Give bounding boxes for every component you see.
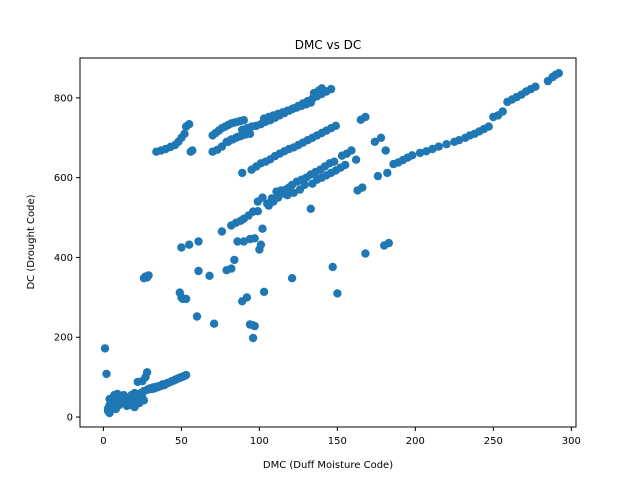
data-point	[287, 274, 297, 283]
data-point	[358, 183, 367, 192]
data-point	[384, 238, 393, 248]
data-point	[554, 69, 563, 78]
data-point	[361, 112, 370, 122]
data-point	[317, 84, 326, 93]
x-tick-label: 250	[484, 436, 503, 447]
data-point	[289, 188, 298, 197]
x-tick-label: 300	[562, 436, 581, 447]
data-point	[102, 369, 111, 379]
x-tick-label: 150	[328, 436, 347, 447]
data-point	[181, 370, 191, 380]
data-point	[341, 160, 350, 170]
data-point	[326, 84, 336, 94]
x-axis-ticks: 0 50 100 150 200 250 300	[100, 427, 581, 447]
x-tick-label: 200	[406, 436, 425, 447]
x-axis-label: DMC (Duff Moisture Code)	[263, 460, 393, 471]
x-tick-label: 0	[100, 436, 106, 447]
data-point	[531, 82, 540, 91]
data-points	[100, 69, 563, 418]
data-point	[376, 133, 386, 142]
data-point	[194, 237, 203, 246]
data-point	[328, 262, 337, 272]
data-point	[258, 224, 267, 233]
data-point	[181, 294, 191, 304]
data-point	[256, 240, 266, 249]
data-point	[192, 312, 202, 321]
data-point	[498, 107, 507, 116]
data-point	[361, 249, 370, 258]
data-point	[194, 266, 203, 276]
data-point	[415, 148, 425, 158]
data-point	[370, 137, 379, 146]
data-point	[408, 151, 417, 160]
data-point	[253, 207, 262, 216]
y-tick-label: 800	[54, 93, 73, 104]
y-axis-label: DC (Drought Code)	[26, 194, 37, 289]
x-tick-label: 50	[175, 436, 188, 447]
data-point	[258, 193, 267, 202]
data-point	[142, 368, 152, 377]
data-point	[139, 396, 149, 405]
data-point	[259, 287, 269, 296]
y-tick-label: 0	[67, 413, 73, 424]
data-point	[233, 132, 242, 142]
data-point	[306, 204, 315, 213]
data-point	[442, 140, 451, 149]
data-point	[283, 191, 292, 200]
data-point	[250, 321, 259, 331]
data-point	[239, 116, 248, 125]
data-point	[306, 98, 315, 107]
data-point	[347, 146, 356, 155]
data-point	[330, 157, 339, 166]
data-point	[185, 120, 194, 129]
data-point	[144, 271, 153, 280]
data-point	[217, 227, 227, 236]
y-tick-label: 600	[54, 173, 73, 184]
plot-frame	[79, 57, 577, 428]
y-axis-ticks: 0 200 400 600 800	[54, 93, 80, 424]
data-point	[177, 243, 186, 252]
data-point	[277, 186, 286, 195]
y-tick-label: 200	[54, 333, 73, 344]
data-point	[205, 271, 214, 280]
data-point	[100, 344, 110, 353]
data-point	[300, 180, 309, 190]
data-point	[351, 155, 361, 164]
data-point	[248, 333, 258, 343]
data-point	[180, 129, 189, 138]
chart-title: DMC vs DC	[295, 38, 362, 52]
data-point	[381, 146, 390, 155]
data-point	[383, 168, 392, 178]
data-point	[238, 168, 247, 178]
data-point	[267, 194, 276, 203]
data-point	[185, 240, 194, 249]
data-point	[233, 237, 242, 246]
data-point	[188, 146, 197, 155]
data-point	[333, 289, 342, 298]
data-point	[484, 122, 493, 131]
data-point	[227, 264, 236, 273]
data-point	[230, 255, 239, 265]
x-tick-label: 100	[250, 436, 269, 447]
data-point	[331, 121, 340, 130]
y-tick-label: 400	[54, 253, 73, 264]
data-point	[209, 319, 219, 328]
data-point	[373, 171, 383, 181]
data-point	[242, 293, 252, 302]
data-point	[250, 234, 259, 243]
data-point	[454, 136, 464, 145]
data-point	[434, 142, 443, 151]
